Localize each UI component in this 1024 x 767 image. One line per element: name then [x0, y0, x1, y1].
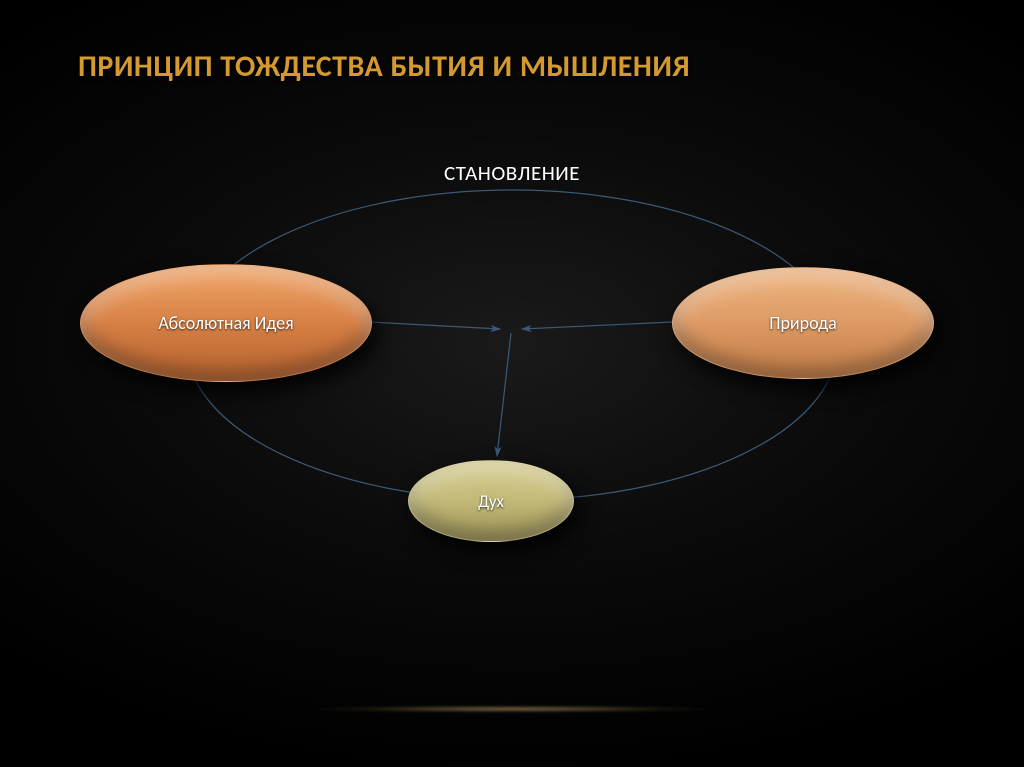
node-label-absolute-idea: Абсолютная Идея	[158, 312, 293, 334]
node-absolute-idea: Абсолютная Идея	[80, 264, 372, 382]
floor-glow	[232, 706, 792, 712]
node-label-spirit: Дух	[478, 491, 504, 512]
slide: ПРИНЦИП ТОЖДЕСТВА БЫТИЯ И МЫШЛЕНИЯ СТАНО…	[0, 0, 1024, 767]
node-nature: Природа	[672, 267, 934, 379]
node-spirit: Дух	[408, 460, 574, 542]
diagram-nodes-layer: Абсолютная Идея Природа Дух	[0, 0, 1024, 767]
node-label-nature: Природа	[769, 312, 837, 334]
